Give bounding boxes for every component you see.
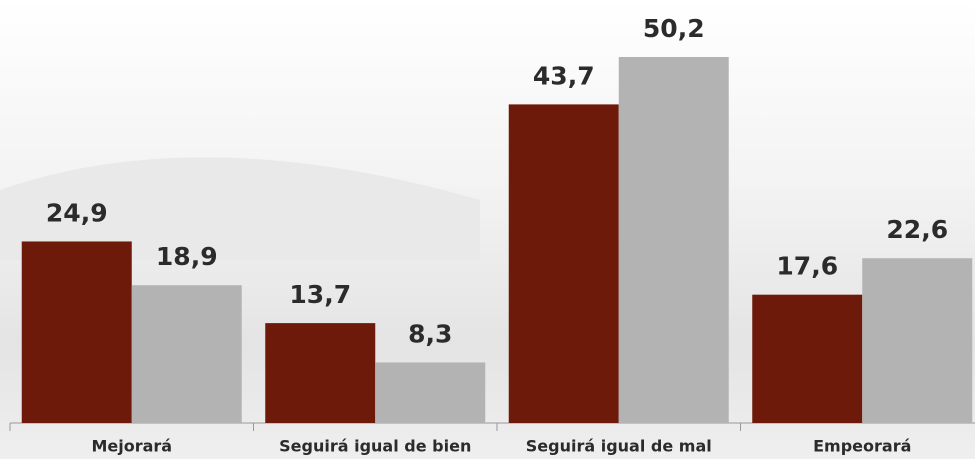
x-tick-label: Seguirá igual de bien: [279, 437, 471, 456]
value-label: 24,9: [46, 198, 108, 227]
bar: [619, 57, 729, 423]
bar: [22, 241, 132, 423]
chart: Mejorará 24,9 18,9 Seguirá igual de bien 13,…: [0, 0, 975, 459]
value-label: 22,6: [886, 215, 948, 244]
bar: [375, 362, 485, 423]
bar: [752, 295, 862, 423]
x-tick-label: Seguirá igual de mal: [526, 437, 712, 456]
value-label: 43,7: [533, 61, 595, 90]
bar: [509, 104, 619, 423]
value-label: 50,2: [643, 14, 705, 43]
value-label: 17,6: [776, 252, 838, 281]
value-label: 8,3: [408, 319, 452, 348]
x-tick-label: Mejorará: [91, 437, 172, 456]
value-label: 18,9: [156, 242, 218, 271]
x-tick-label: Empeorará: [813, 437, 911, 456]
bar: [132, 285, 242, 423]
bar: [265, 323, 375, 423]
bar: [862, 258, 972, 423]
value-label: 13,7: [289, 280, 351, 309]
